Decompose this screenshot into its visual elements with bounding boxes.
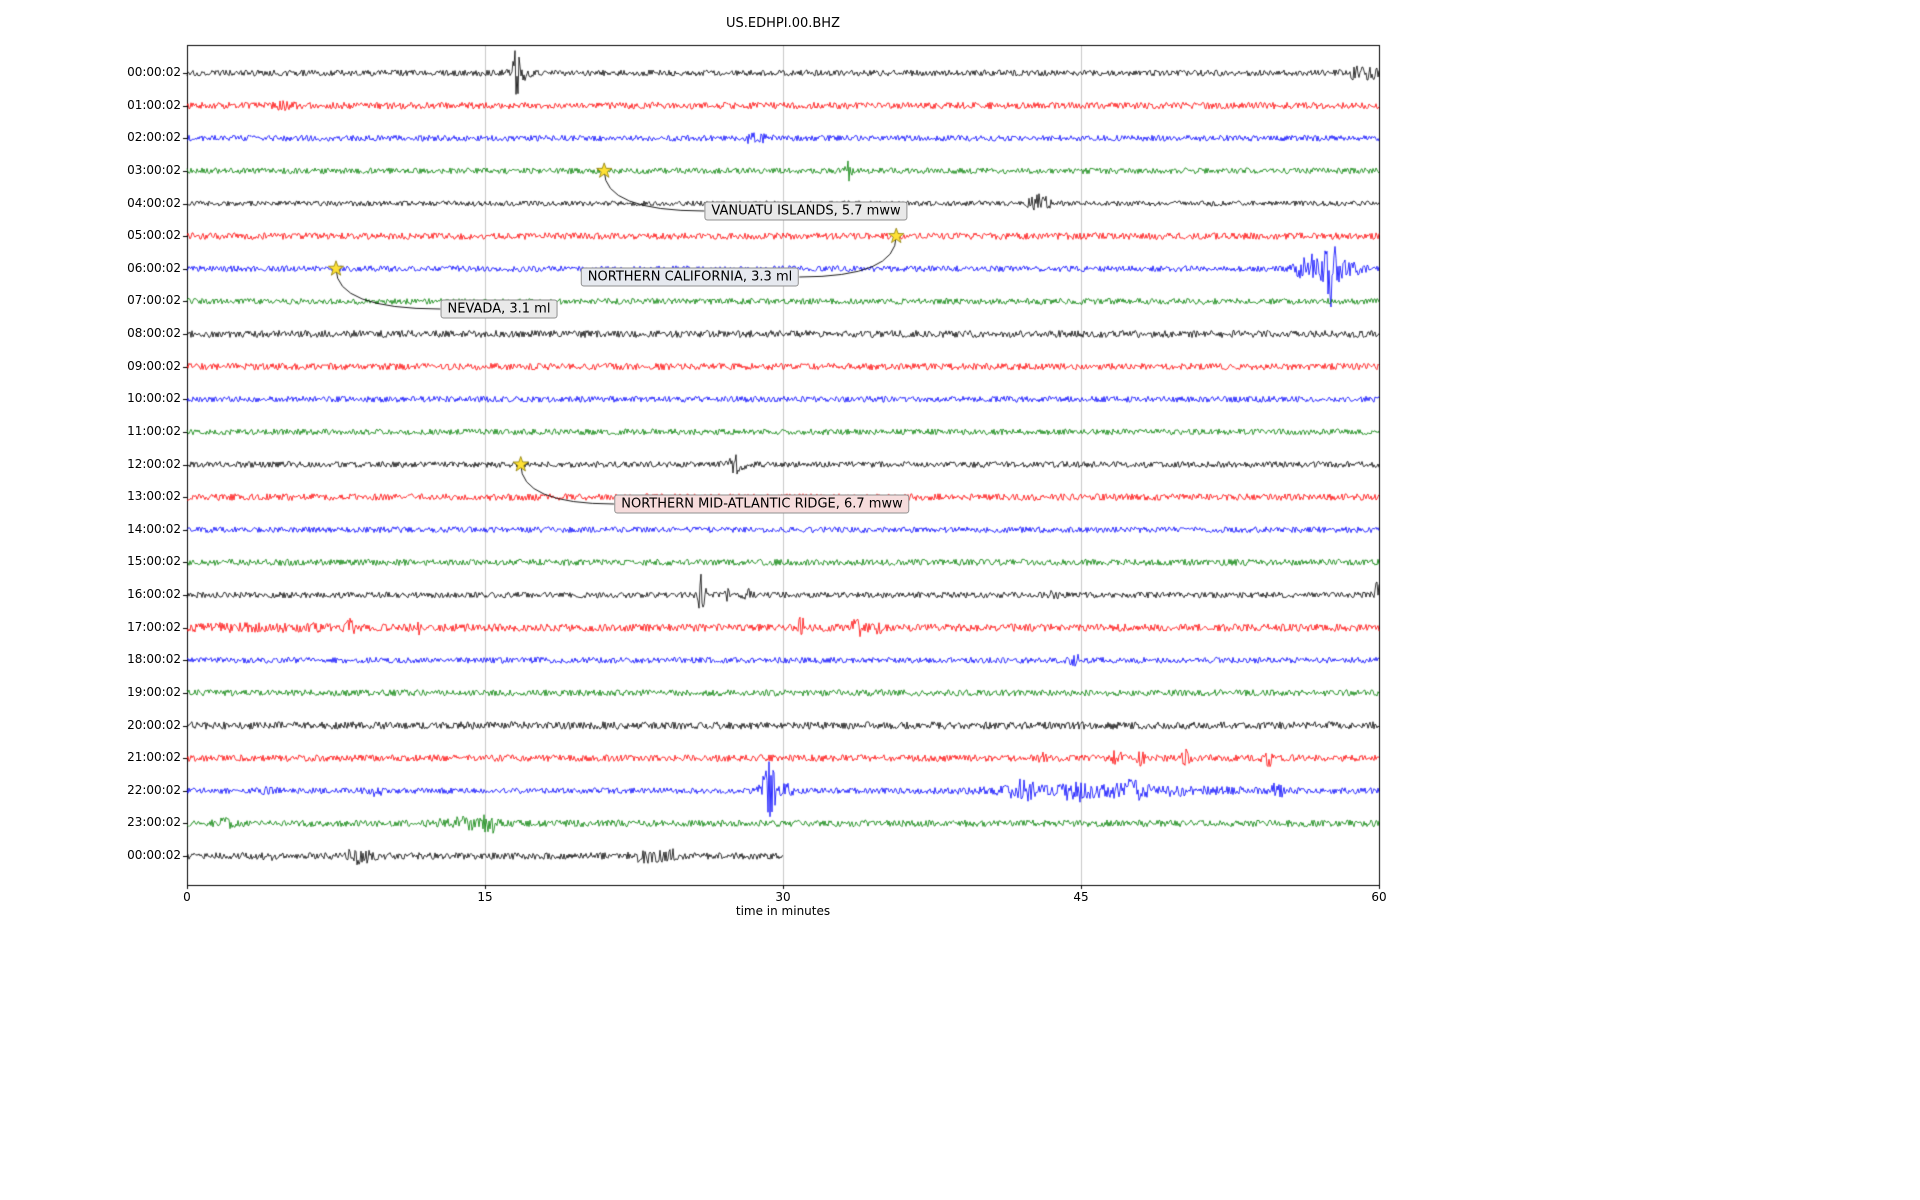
row-label-4: 04:00:02: [127, 195, 181, 210]
row-label-8: 08:00:02: [127, 326, 181, 340]
row-label-19: 19:00:02: [127, 684, 181, 699]
row-label-5: 05:00:02: [127, 228, 181, 243]
row-label-20: 20:00:02: [127, 717, 181, 732]
row-label-21: 21:00:02: [127, 750, 181, 765]
row-label-24: 00:00:02: [127, 848, 181, 862]
row-label-23: 23:00:02: [127, 815, 181, 830]
x-tick-30: 30: [775, 890, 791, 904]
row-label-16: 16:00:02: [127, 587, 181, 601]
row-label-0: 00:00:02: [127, 65, 181, 79]
row-label-13: 13:00:02: [127, 489, 181, 504]
event-label-1: NORTHERN CALIFORNIA, 3.3 ml: [580, 267, 800, 287]
row-label-3: 03:00:02: [127, 162, 181, 177]
x-tick-45: 45: [1073, 890, 1089, 904]
x-tick-0: 0: [183, 890, 191, 904]
x-tick-15: 15: [477, 890, 493, 904]
event-label-3: NORTHERN MID-ATLANTIC RIDGE, 6.7 mww: [614, 494, 910, 514]
chart-title: US.EDHPI.00.BHZ: [726, 16, 840, 31]
row-label-17: 17:00:02: [127, 619, 181, 634]
event-label-0: VANUATU ISLANDS, 5.7 mww: [704, 201, 908, 221]
row-label-15: 15:00:02: [127, 554, 181, 569]
row-label-12: 12:00:02: [127, 456, 181, 471]
row-label-9: 09:00:02: [127, 358, 181, 373]
x-axis-label: time in minutes: [735, 904, 831, 918]
row-label-10: 10:00:02: [127, 391, 181, 406]
row-label-7: 07:00:02: [127, 293, 181, 308]
row-label-18: 18:00:02: [127, 652, 181, 667]
x-tick-60: 60: [1371, 890, 1387, 904]
event-label-2: NEVADA, 3.1 ml: [440, 299, 558, 319]
row-label-6: 06:00:02: [127, 260, 181, 275]
row-label-22: 22:00:02: [127, 782, 181, 797]
row-label-11: 11:00:02: [127, 423, 181, 438]
row-label-14: 14:00:02: [127, 521, 181, 536]
row-label-1: 01:00:02: [127, 97, 181, 112]
row-label-2: 02:00:02: [127, 130, 181, 145]
